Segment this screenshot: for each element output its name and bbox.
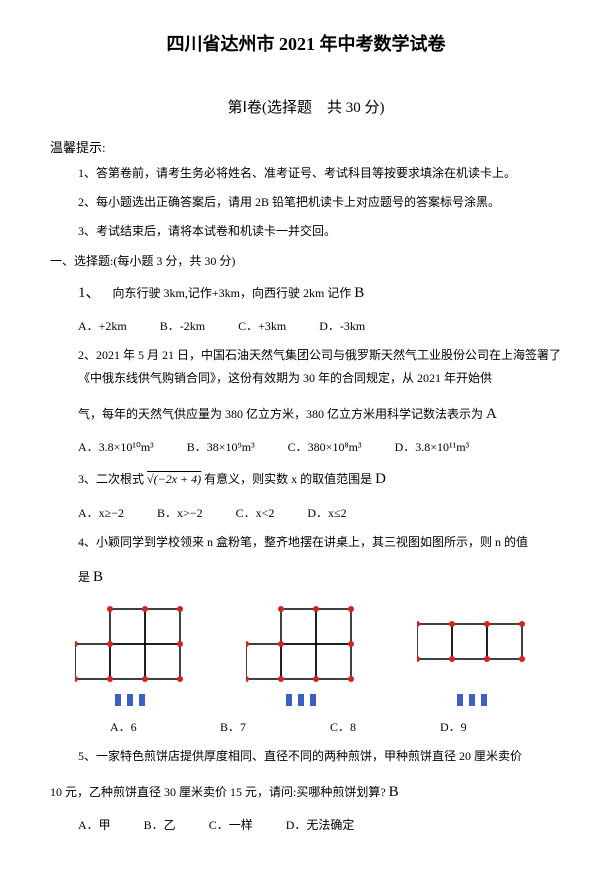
q2-stem2-row: 气，每年的天然气供应量为 380 亿立方米，380 亿立方米用科学记数法表示为 … [78,400,562,429]
q2-opt-b: B．38×10⁹m³ [187,438,255,455]
q1-num: 1、 [78,285,101,301]
q3-opt-b: B．x>−2 [157,504,203,521]
q3-opt-d: D．x≤2 [307,504,346,521]
q1-opt-b: B．-2km [160,317,205,334]
q4-stem2: 是 [78,570,90,584]
q3-options: A．x≥−2 B．x>−2 C．x<2 D．x≤2 [78,504,562,521]
q2-stem1: 2、2021 年 5 月 21 日，中国石油天然气集团公司与俄罗斯天然气工业股份… [78,344,562,390]
notice-head: 温馨提示: [50,137,562,156]
q5-opt-c: C．一样 [209,816,253,833]
exam-page: 四川省达州市 2021 年中考数学试卷 第Ⅰ卷(选择题 共 30 分) 温馨提示… [0,0,612,873]
q4-figures [50,604,562,714]
q4-stem: 4、小颖同学到学校领来 n 盒粉笔，整齐地摆在讲桌上，其三视图如图所示，则 n … [78,531,562,554]
q1-opt-a: A．+2km [78,317,127,334]
top-view-figure [417,604,537,714]
q1-options: A．+2km B．-2km C．+3km D．-3km [78,317,562,334]
q2-opt-d: D．3.8×10¹¹m³ [395,438,470,455]
notice-item-1: 1、答第卷前，请考生务必将姓名、准考证号、考试科目等按要求填涂在机读卡上。 [78,164,562,183]
q5-stem2-row: 10 元，乙种煎饼直径 30 厘米卖价 15 元，请问:买哪种煎饼划算? B [50,778,562,807]
q3-ans: D [375,471,386,487]
q3-stem: 3、二次根式 [78,472,144,486]
q4-ans: B [93,569,103,585]
q5-opt-d: D．无法确定 [286,816,355,833]
q5-options: A．甲 B．乙 C．一样 D．无法确定 [78,816,562,833]
notice-item-3: 3、考试结束后，请将本试卷和机读卡一并交回。 [78,222,562,241]
q2-opt-c: C．380×10⁸m³ [288,438,362,455]
q2-opt-a: A．3.8×10¹⁰m³ [78,438,154,455]
q5-opt-a: A．甲 [78,816,111,833]
q2-ans: A [486,406,497,422]
q4-options: A．6 B．7 C．8 D．9 [110,718,562,735]
side-view-figure [246,604,366,714]
q4-opt-b: B．7 [220,718,330,735]
q1-opt-d: D．-3km [319,317,365,334]
q3-opt-a: A．x≥−2 [78,504,124,521]
q4-opt-d: D．9 [440,718,550,735]
q3-stem-row: 3、二次根式 √(−2x + 4) 有意义，则实数 x 的取值范围是 D [78,465,562,494]
q3-expr: √(−2x + 4) [147,472,201,486]
q5-ans: B [389,784,399,800]
q3-stem2: 有意义，则实数 x 的取值范围是 [204,472,372,486]
q1-stem: 1、 向东行驶 3km,记作+3km，向西行驶 2km 记作 B [78,279,562,308]
part1-head: 一、选择题:(每小题 3 分，共 30 分) [50,252,562,269]
page-title: 四川省达州市 2021 年中考数学试卷 [50,30,562,56]
q4-opt-c: C．8 [330,718,440,735]
q1-text: 向东行驶 3km,记作+3km，向西行驶 2km 记作 [113,286,352,300]
front-view-figure [75,604,195,714]
q4-opt-a: A．6 [110,718,220,735]
section-head: 第Ⅰ卷(选择题 共 30 分) [50,96,562,117]
q4-stem2-row: 是 B [78,563,562,592]
q1-opt-c: C．+3km [238,317,286,334]
q2-options: A．3.8×10¹⁰m³ B．38×10⁹m³ C．380×10⁸m³ D．3.… [78,438,562,455]
notice-item-2: 2、每小题选出正确答案后，请用 2B 铅笔把机读卡上对应题号的答案标号涂黑。 [78,193,562,212]
q5-stem1: 5、一家特色煎饼店提供厚度相同、直径不同的两种煎饼，甲种煎饼直径 20 厘米卖价 [78,745,562,768]
q1-ans: B [354,285,364,301]
q2-stem2: 气，每年的天然气供应量为 380 亿立方米，380 亿立方米用科学记数法表示为 [78,407,483,421]
q5-stem2: 10 元，乙种煎饼直径 30 厘米卖价 15 元，请问:买哪种煎饼划算? [50,785,386,799]
q5-opt-b: B．乙 [144,816,176,833]
q3-opt-c: C．x<2 [236,504,275,521]
